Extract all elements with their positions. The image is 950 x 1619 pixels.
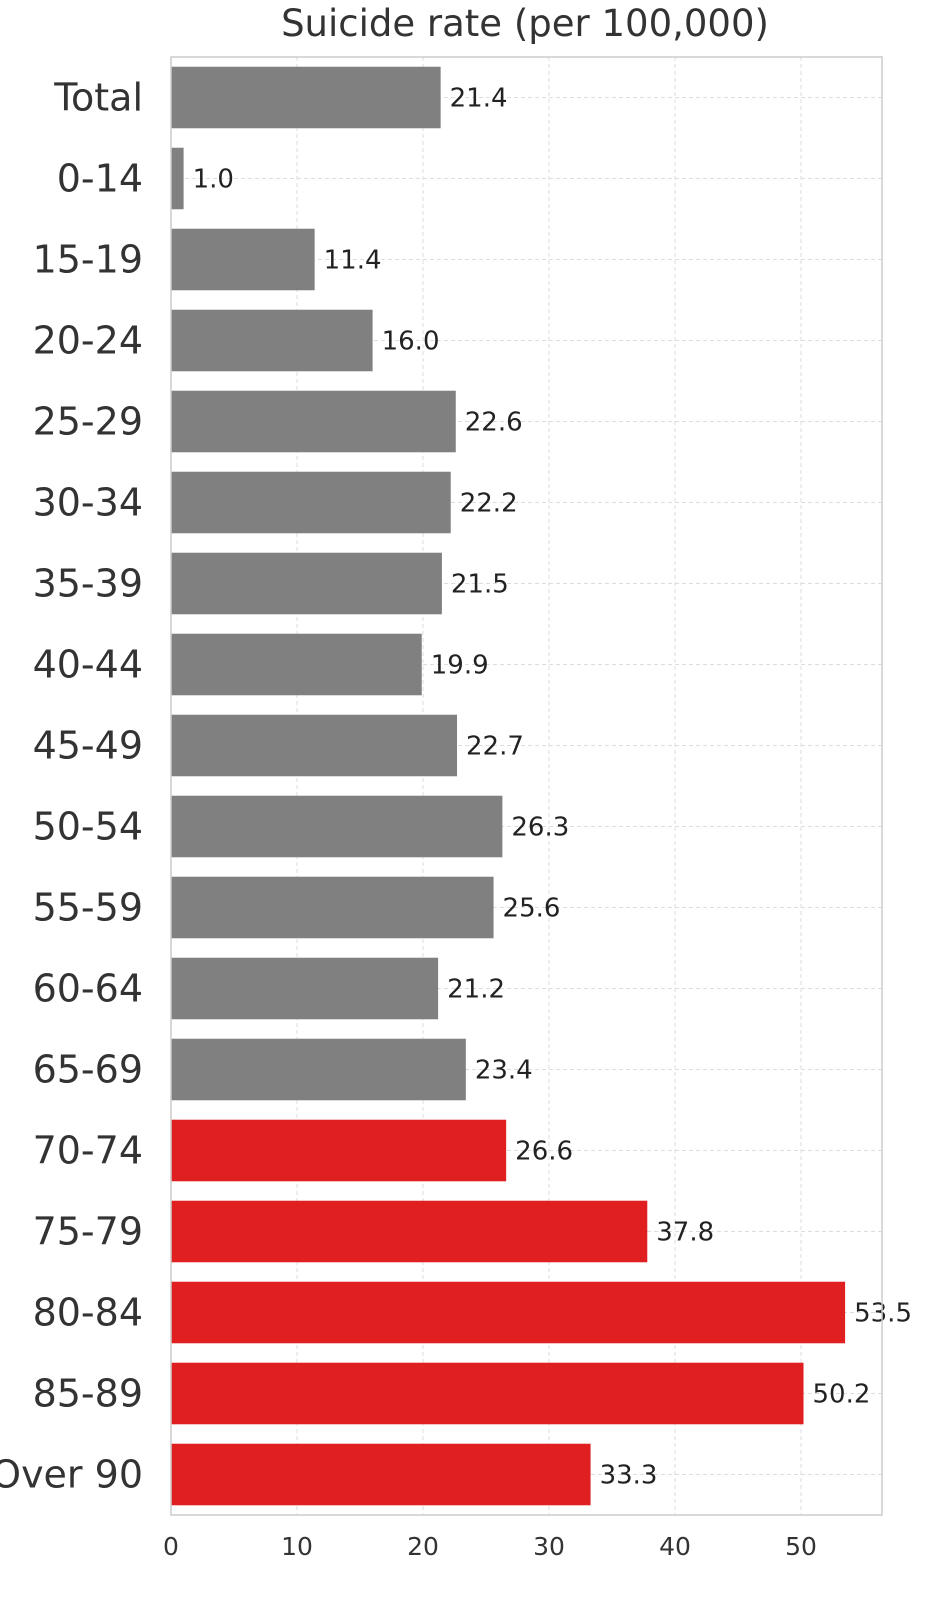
x-tick-label: 40 — [659, 1532, 691, 1561]
bar-0-14 — [171, 147, 184, 210]
bar-75-79 — [171, 1200, 648, 1263]
bar-85-89 — [171, 1362, 804, 1425]
bar-30-34 — [171, 471, 451, 534]
value-label: 25.6 — [503, 894, 561, 924]
category-label: 20-24 — [33, 319, 143, 363]
value-label: 37.8 — [656, 1218, 714, 1248]
category-label: 15-19 — [33, 238, 143, 282]
x-tick-label: 50 — [785, 1532, 817, 1561]
value-label: 50.2 — [813, 1380, 871, 1410]
value-label: 23.4 — [475, 1056, 533, 1086]
category-label: 30-34 — [33, 481, 143, 525]
bar-55-59 — [171, 876, 494, 939]
bar-65-69 — [171, 1038, 466, 1101]
category-label: 40-44 — [33, 643, 143, 687]
bar-70-74 — [171, 1119, 507, 1182]
bar-60-64 — [171, 957, 439, 1020]
value-label: 1.0 — [193, 165, 234, 195]
category-labels: Total 0-14 15-19 20-24 25-29 30-34 35-39 40-44 4… — [0, 76, 143, 1497]
category-label: 80-84 — [33, 1291, 143, 1335]
x-tick-label: 0 — [163, 1532, 179, 1561]
value-label: 22.7 — [466, 732, 524, 762]
bar-45-49 — [171, 714, 458, 777]
bar-15-19 — [171, 228, 315, 291]
category-label: 65-69 — [33, 1048, 143, 1092]
bar-20-24 — [171, 309, 373, 372]
value-label: 21.5 — [451, 570, 509, 600]
category-label: 35-39 — [33, 562, 143, 606]
value-label: 26.3 — [511, 813, 569, 843]
category-label: 0-14 — [57, 157, 143, 201]
bars — [171, 66, 846, 1506]
value-label: 33.3 — [600, 1461, 658, 1491]
value-label: 26.6 — [515, 1137, 573, 1167]
category-label: 25-29 — [33, 400, 143, 444]
bar-over-90 — [171, 1443, 591, 1506]
value-label: 21.4 — [450, 84, 508, 114]
category-label: 75-79 — [33, 1210, 143, 1254]
value-labels: 21.4 1.0 11.4 16.0 22.6 22.2 21.5 19.9 22.7 26.3 2… — [193, 84, 912, 1491]
category-label: 55-59 — [33, 886, 143, 930]
category-label: 45-49 — [33, 724, 143, 768]
x-tick-label: 20 — [407, 1532, 439, 1561]
value-label: 53.5 — [854, 1299, 912, 1329]
bar-50-54 — [171, 795, 503, 858]
category-label: 50-54 — [33, 805, 143, 849]
value-label: 19.9 — [431, 651, 489, 681]
value-label: 11.4 — [324, 246, 382, 276]
category-label: 85-89 — [33, 1372, 143, 1416]
bar-80-84 — [171, 1281, 846, 1344]
plot-frame — [170, 56, 883, 1516]
x-tick-label: 10 — [281, 1532, 313, 1561]
chart-title: Suicide rate (per 100,000) — [281, 2, 769, 45]
bar-35-39 — [171, 552, 442, 615]
x-axis-ticks: 0 10 20 30 40 50 — [163, 1532, 817, 1561]
value-label: 21.2 — [447, 975, 505, 1005]
category-label: 60-64 — [33, 967, 143, 1011]
bar-40-44 — [171, 633, 422, 696]
x-tick-label: 30 — [533, 1532, 565, 1561]
category-label: Total — [53, 76, 143, 120]
value-label: 22.6 — [465, 408, 523, 438]
category-label: Over 90 — [0, 1453, 143, 1497]
bar-25-29 — [171, 390, 456, 453]
category-label: 70-74 — [33, 1129, 143, 1173]
bar-total — [171, 66, 441, 129]
value-label: 22.2 — [460, 489, 518, 519]
value-label: 16.0 — [382, 327, 440, 357]
